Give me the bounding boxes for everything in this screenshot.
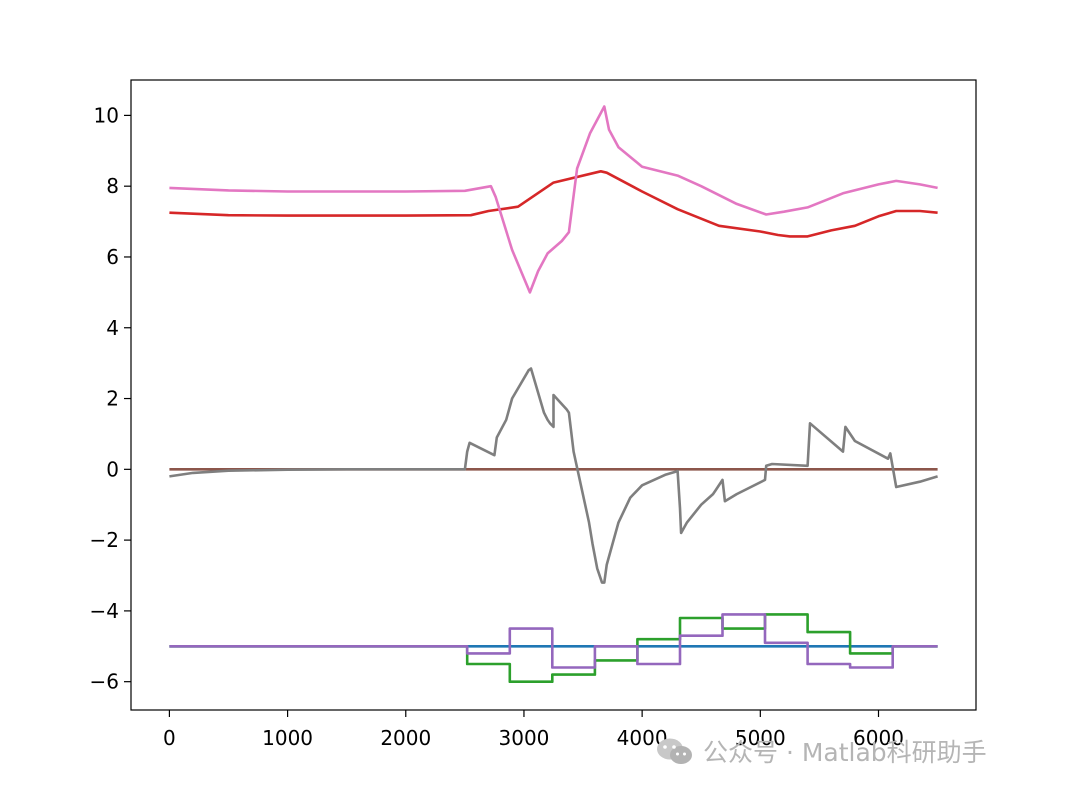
series-line-2 [169,613,938,683]
watermark: 公众号 · Matlab科研助手 [655,733,987,769]
x-tick-label: 6000 [853,726,904,750]
y-tick-label: 0 [106,457,119,481]
series-line-6 [169,105,938,294]
series-line-5 [169,613,938,669]
series-layer [169,105,938,683]
y-tick-label: 4 [106,316,119,340]
x-tick-label: 1000 [262,726,313,750]
wechat-icon [657,738,692,764]
y-tick-label: −6 [90,670,119,694]
y-axis: −6 −4 −2 0 2 4 6 8 10 [90,103,131,694]
y-tick-label: 8 [106,174,119,198]
x-tick-label: 0 [163,726,176,750]
series-line-7 [169,367,938,584]
y-tick-label: −2 [90,528,119,552]
y-tick-label: 2 [106,387,119,411]
x-tick-label: 2000 [380,726,431,750]
y-tick-label: 10 [94,103,119,127]
y-tick-label: −4 [90,599,119,623]
watermark-text: 公众号 · Matlab科研助手 [703,738,987,767]
series-line-3 [169,170,938,238]
y-tick-label: 6 [106,245,119,269]
x-tick-label: 3000 [499,726,550,750]
axes-frame [130,79,977,711]
x-tick-label: 5000 [735,726,786,750]
